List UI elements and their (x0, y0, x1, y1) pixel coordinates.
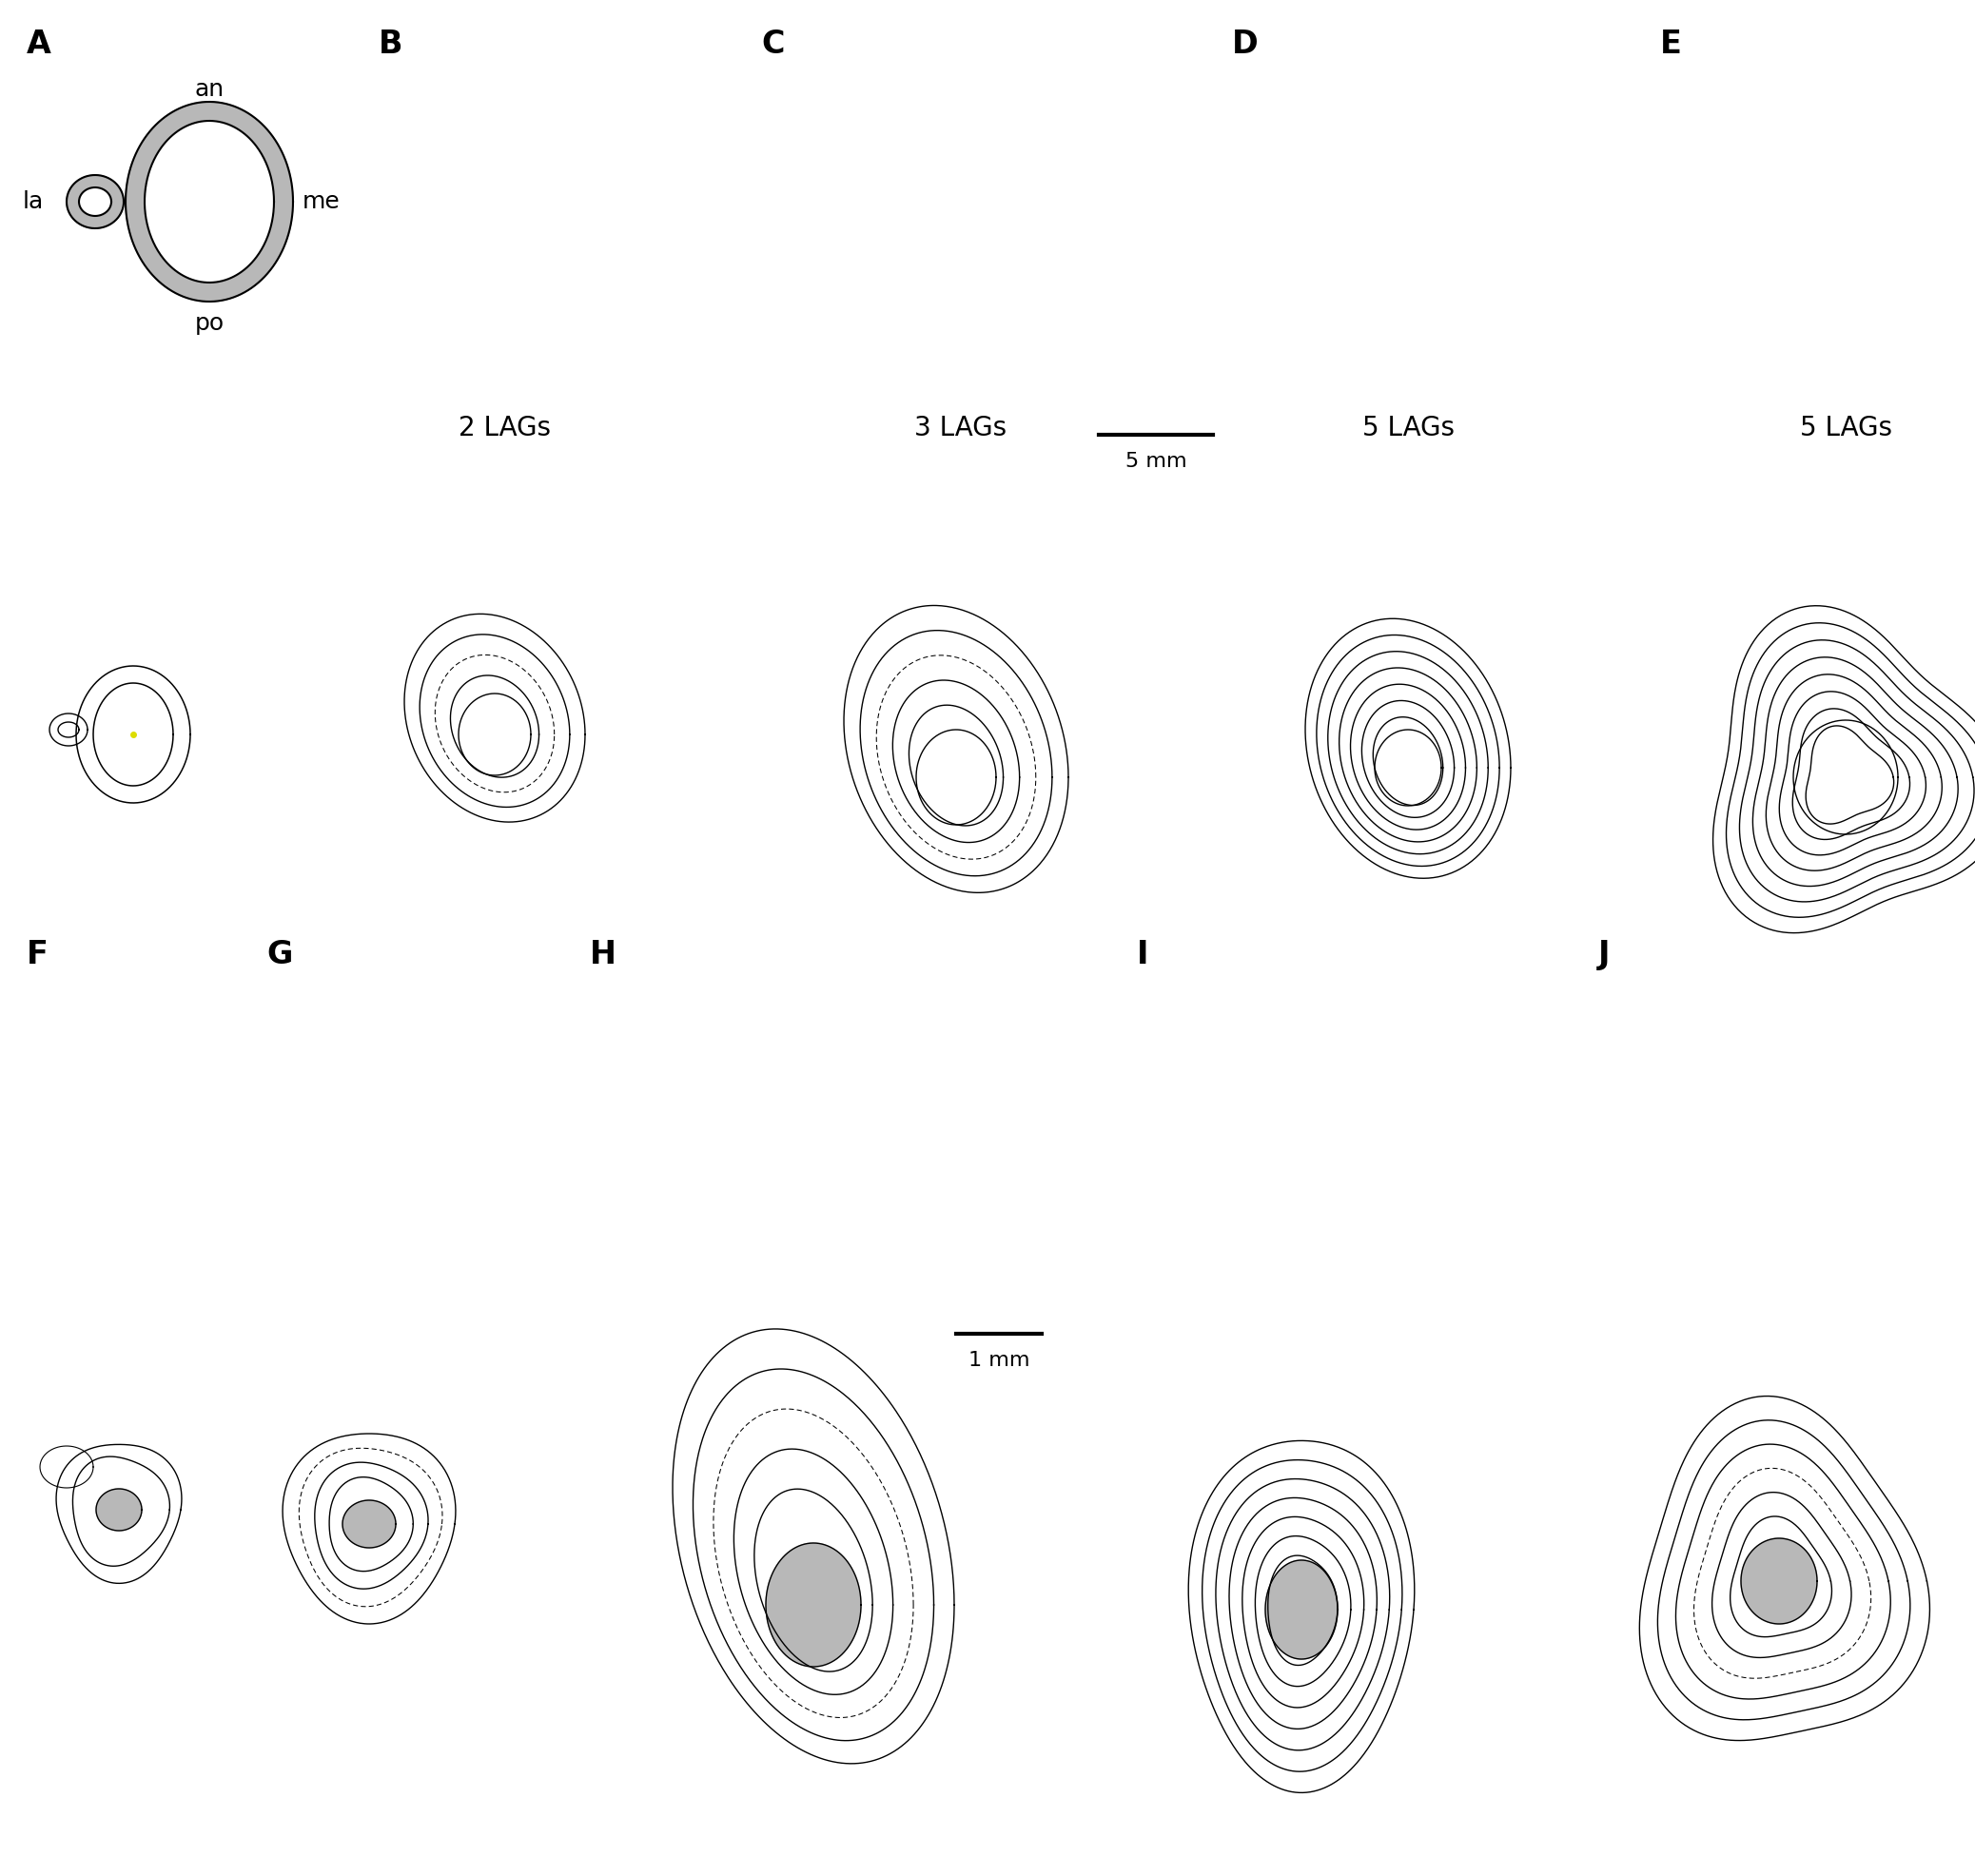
Text: F: F (26, 940, 49, 970)
Text: 3 LAGs: 3 LAGs (914, 415, 1007, 441)
Text: 1 mm: 1 mm (968, 1351, 1029, 1369)
Polygon shape (79, 188, 111, 216)
Text: po: po (194, 311, 223, 334)
Text: H: H (591, 940, 616, 970)
Polygon shape (766, 1544, 861, 1666)
Text: C: C (760, 28, 784, 60)
Text: 5 mm: 5 mm (1126, 452, 1187, 471)
Polygon shape (67, 174, 124, 229)
Text: 5 LAGs: 5 LAGs (1799, 415, 1892, 441)
Polygon shape (144, 120, 275, 283)
Text: D: D (1232, 28, 1258, 60)
Text: 5 LAGs: 5 LAGs (1363, 415, 1454, 441)
Text: 2 LAGs: 2 LAGs (458, 415, 551, 441)
Text: A: A (26, 28, 51, 60)
Text: me: me (302, 189, 340, 214)
Text: la: la (24, 189, 43, 214)
Polygon shape (1742, 1538, 1817, 1625)
Text: an: an (194, 79, 223, 101)
Text: I: I (1138, 940, 1149, 970)
Polygon shape (97, 1490, 142, 1531)
Polygon shape (342, 1501, 395, 1548)
Text: B: B (379, 28, 403, 60)
Polygon shape (1266, 1561, 1337, 1658)
Text: G: G (267, 940, 292, 970)
Polygon shape (126, 101, 292, 302)
Text: J: J (1598, 940, 1610, 970)
Text: E: E (1661, 28, 1683, 60)
